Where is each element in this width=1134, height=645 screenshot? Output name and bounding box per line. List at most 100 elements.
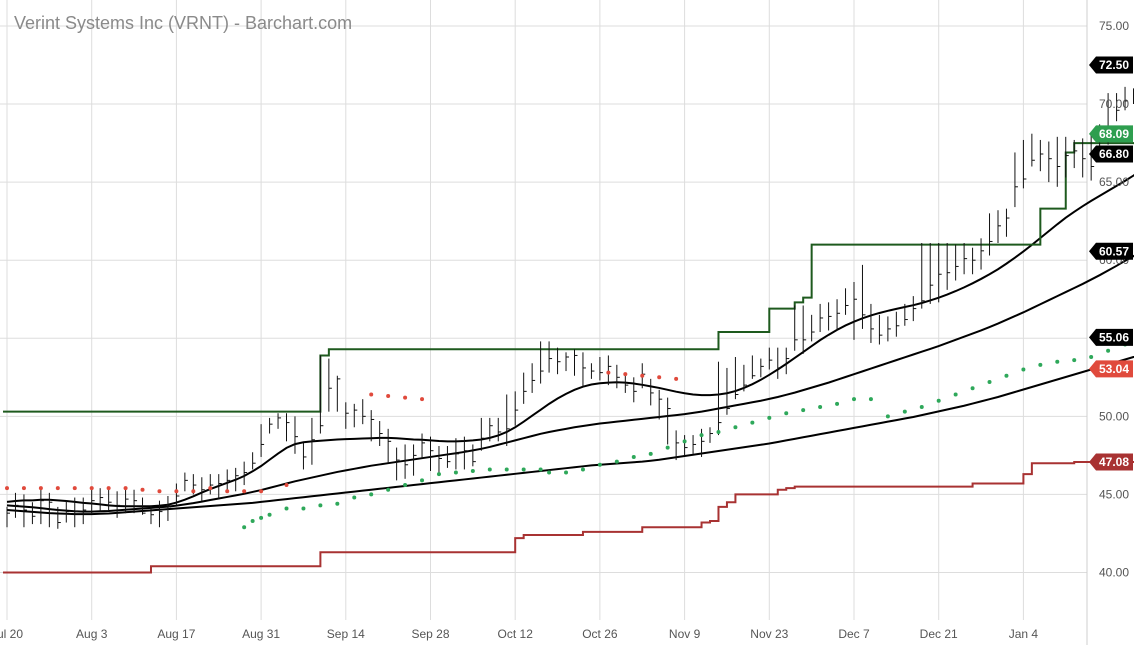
- psar-dot-green: [318, 503, 323, 508]
- price-bar: [218, 474, 222, 500]
- price-bar: [540, 341, 544, 384]
- price-bar: [633, 377, 637, 403]
- price-bar: [99, 488, 104, 512]
- psar-dot-green: [614, 459, 619, 464]
- psar-dot-green: [885, 414, 890, 419]
- price-bar: [421, 433, 426, 459]
- price-bar: [396, 447, 400, 481]
- price-bar: [497, 417, 502, 442]
- price-bar: [1124, 86, 1129, 111]
- price-bar: [573, 349, 578, 376]
- psar-dot-red: [369, 392, 374, 397]
- price-bar: [624, 375, 629, 393]
- price-bar: [74, 497, 78, 528]
- price-bar: [455, 438, 459, 470]
- price-bar: [1116, 93, 1120, 122]
- psar-dot-green: [1038, 362, 1043, 367]
- price-bar: [582, 352, 586, 387]
- price-bar: [463, 436, 468, 470]
- chart-title: Verint Systems Inc (VRNT) - Barchart.com: [14, 13, 352, 33]
- psar-dot-green: [1004, 373, 1009, 378]
- psar-dot-green: [801, 408, 806, 413]
- psar-dot-red: [386, 394, 391, 399]
- psar-dot-red: [403, 395, 408, 400]
- price-bar: [1082, 138, 1086, 178]
- price-bar: [243, 461, 248, 486]
- price-bar: [658, 389, 663, 420]
- grid-lines: [0, 0, 1088, 645]
- price-bar: [286, 413, 290, 442]
- price-bar: [489, 417, 493, 442]
- price-bar: [938, 243, 942, 303]
- psar-dot-green: [987, 379, 992, 384]
- y-tick-label: 75.00: [1099, 19, 1129, 33]
- price-bar: [184, 472, 188, 492]
- price-bar: [895, 311, 900, 337]
- price-bar: [362, 399, 366, 425]
- price-bar: [963, 243, 968, 275]
- psar-dot-green: [784, 411, 789, 416]
- psar-dot-green: [902, 409, 907, 414]
- psar-dot-green: [284, 506, 289, 511]
- psar-dot-green: [1072, 358, 1077, 363]
- price-tag-label: 68.09: [1099, 127, 1129, 141]
- psar-dot-red: [623, 372, 628, 377]
- price-tag-label: 72.50: [1099, 58, 1129, 72]
- price-bar: [548, 341, 553, 373]
- series-layer: [3, 142, 1134, 574]
- psar-dot-red: [259, 489, 264, 494]
- price-bar: [946, 243, 951, 290]
- x-tick-label: Nov 9: [669, 627, 701, 641]
- price-bar: [175, 483, 180, 506]
- psar-dot-red: [140, 487, 145, 492]
- x-tick-label: Dec 7: [838, 627, 870, 641]
- y-tick-label: 45.00: [1099, 487, 1129, 501]
- price-bar: [345, 402, 349, 429]
- price-bar: [607, 355, 612, 386]
- price-bar: [1065, 136, 1069, 178]
- price-tag: 47.08: [1089, 453, 1133, 471]
- x-axis-ticks: Jul 20 Aug 3 Aug 17 Aug 31 Sep 14 Sep 28 Oct 1…: [0, 627, 1038, 641]
- x-tick-label: Oct 26: [582, 627, 618, 641]
- price-tag: 72.50: [1089, 56, 1133, 74]
- price-bar: [1073, 139, 1078, 169]
- price-bar: [370, 410, 375, 442]
- price-bar: [802, 305, 807, 354]
- price-bar: [277, 413, 282, 429]
- price-bar: [709, 427, 714, 443]
- price-bar: [226, 469, 231, 492]
- psar-dot-green: [420, 478, 425, 483]
- price-bar: [252, 452, 256, 470]
- price-bar: [836, 299, 841, 331]
- price-bar: [904, 303, 908, 326]
- x-tick-label: Aug 31: [242, 627, 280, 641]
- price-bar: [726, 367, 730, 415]
- psar-dot-green: [953, 392, 958, 397]
- psar-dot-red: [640, 373, 645, 378]
- series-ma-fast: [6, 174, 1134, 508]
- price-tag: 53.04: [1089, 360, 1133, 378]
- price-bar: [692, 435, 697, 454]
- price-tag: 66.80: [1089, 145, 1133, 163]
- price-bar: [1014, 152, 1018, 208]
- price-bar: [616, 364, 620, 389]
- price-bar: [794, 305, 798, 351]
- psar-dot-green: [386, 487, 391, 492]
- price-bar: [294, 416, 298, 454]
- price-bar: [811, 314, 815, 342]
- price-bar: [65, 500, 70, 523]
- price-bar: [40, 488, 44, 525]
- psar-dot-red: [606, 370, 611, 375]
- psar-dot-red: [157, 489, 162, 494]
- psar-dot-green: [335, 501, 340, 506]
- price-bar: [472, 444, 476, 467]
- y-tick-label: 70.00: [1099, 97, 1129, 111]
- price-bar: [980, 238, 985, 270]
- x-tick-label: Oct 12: [498, 627, 534, 641]
- price-bar: [1022, 139, 1027, 189]
- price-bar: [760, 358, 764, 378]
- price-bar: [209, 474, 214, 495]
- price-bar: [828, 302, 832, 331]
- x-tick-label: Jul 20: [0, 627, 23, 641]
- price-bar: [413, 444, 417, 476]
